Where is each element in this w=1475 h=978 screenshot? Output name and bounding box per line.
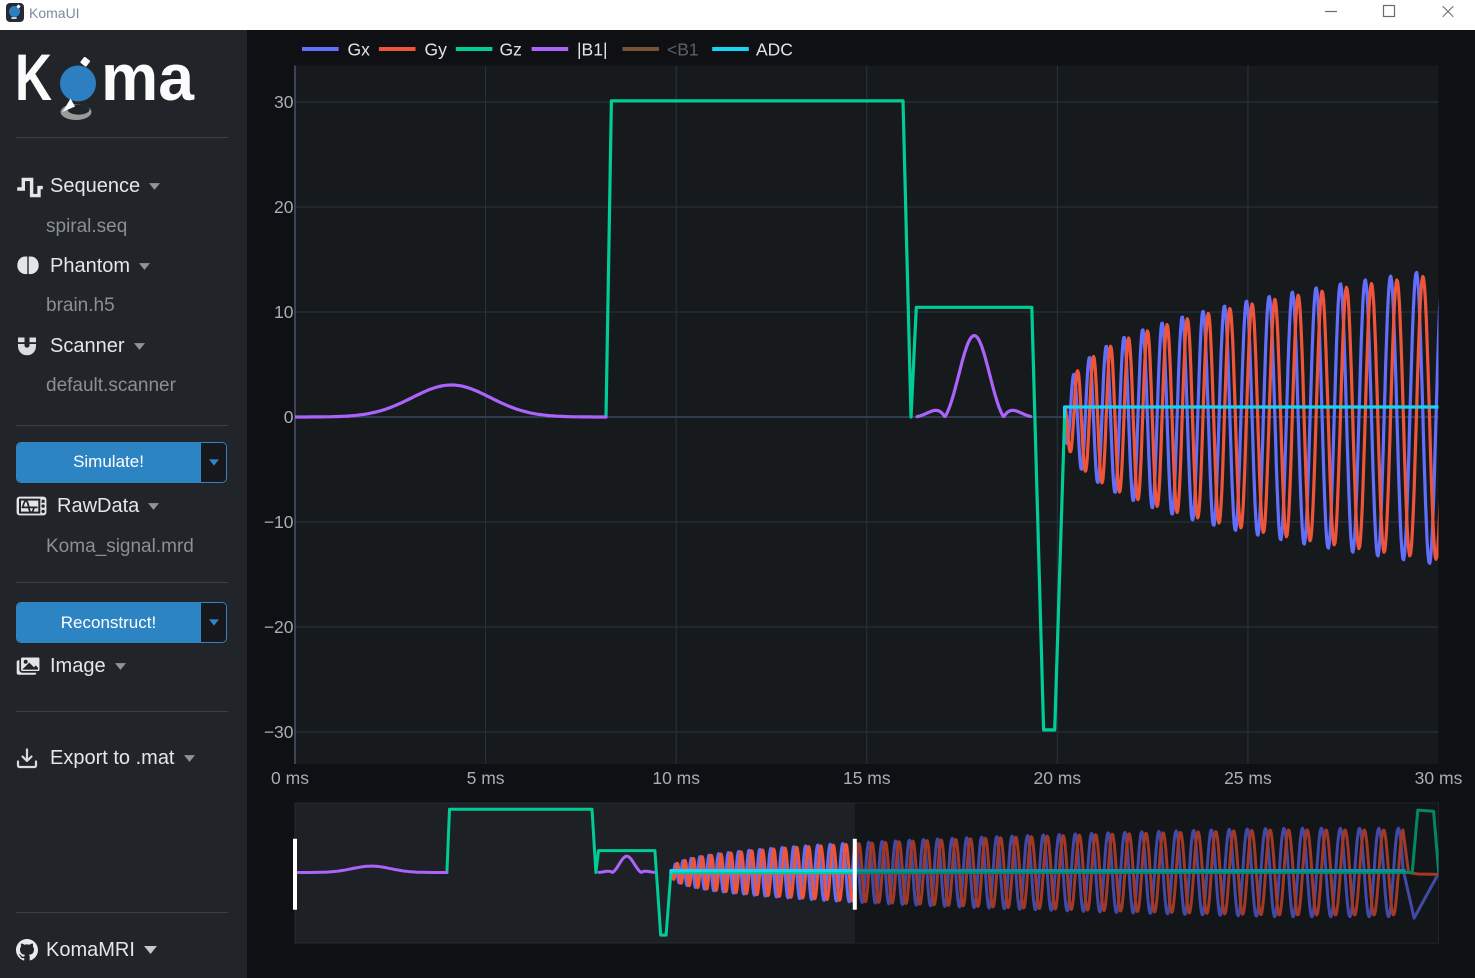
svg-text:10 ms: 10 ms [652,768,700,788]
svg-text:−30: −30 [264,722,294,742]
svg-text:Gz: Gz [500,40,522,60]
svg-text:30 ms: 30 ms [1415,768,1463,788]
svg-text:−20: −20 [264,617,294,637]
svg-text:30: 30 [274,92,294,112]
svg-text:Gx: Gx [348,40,371,60]
svg-text:5 ms: 5 ms [467,768,505,788]
svg-text:<B1: <B1 [667,40,699,60]
svg-text:10: 10 [274,302,294,322]
svg-text:20 ms: 20 ms [1033,768,1081,788]
svg-text:0: 0 [284,407,294,427]
svg-text:0 ms: 0 ms [271,768,309,788]
svg-text:−10: −10 [264,512,294,532]
svg-text:15 ms: 15 ms [843,768,891,788]
svg-text:Gy: Gy [425,40,448,60]
svg-text:K: K [15,45,52,114]
svg-text:20: 20 [274,197,294,217]
svg-text:|B1|: |B1| [577,40,608,60]
svg-text:ma: ma [101,45,195,114]
svg-text:ADC: ADC [756,40,793,60]
svg-text:25 ms: 25 ms [1224,768,1272,788]
